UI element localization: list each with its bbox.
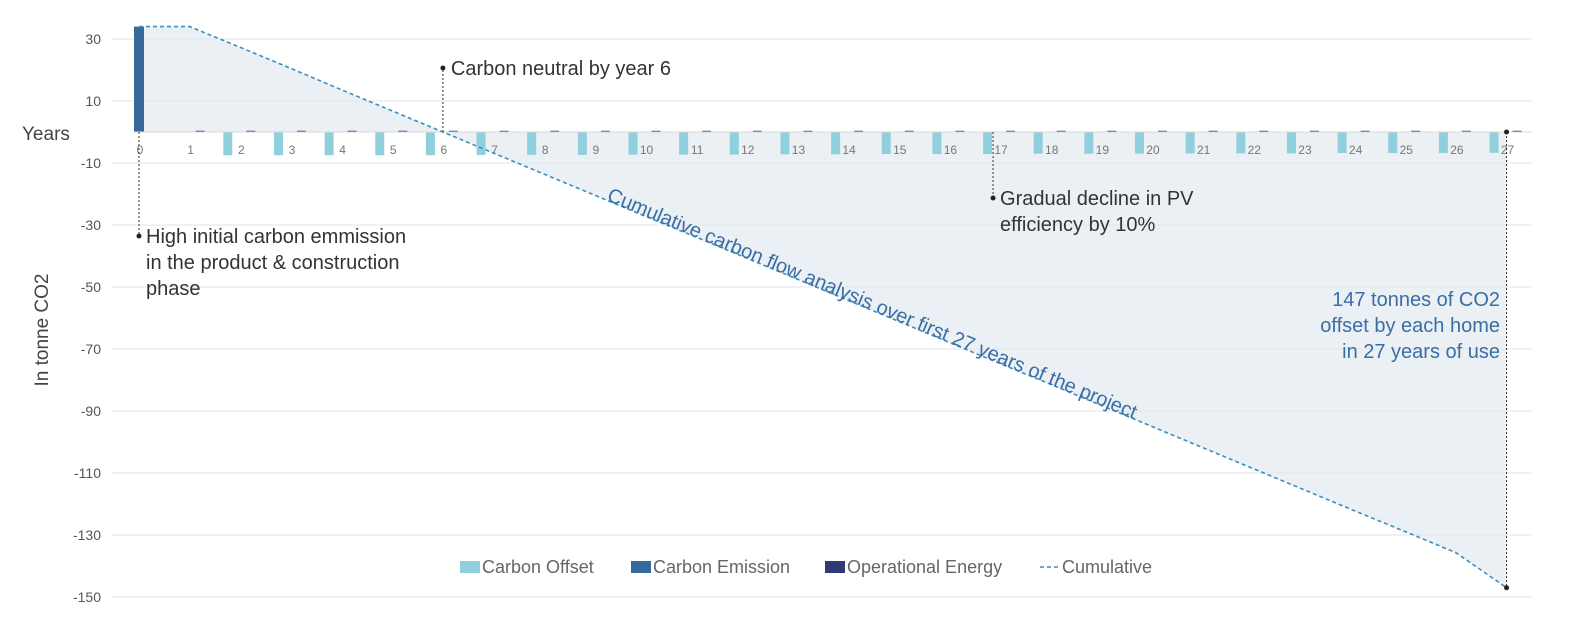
- carbon-offset-bar: [679, 132, 689, 155]
- x-tick-label: 10: [640, 143, 654, 157]
- legend-swatch: [631, 561, 651, 573]
- leader-dot: [1504, 585, 1510, 591]
- x-tick-label: 26: [1450, 143, 1464, 157]
- annotation-pv-decline: efficiency by 10%: [1000, 214, 1155, 236]
- cumulative-line: [139, 25, 1508, 589]
- carbon-offset-bar: [527, 132, 537, 155]
- x-tick-label: 1: [187, 143, 194, 157]
- carbon-offset-bar: [1438, 132, 1448, 154]
- y-tick-label: -10: [81, 155, 101, 171]
- x-tick-label: 2: [238, 143, 245, 157]
- y-tick-label: -110: [74, 465, 101, 481]
- x-tick-label: 11: [691, 143, 704, 157]
- x-tick-label: 22: [1248, 143, 1262, 157]
- y-tick-label: -50: [81, 279, 101, 295]
- carbon-offset-bar: [1337, 132, 1347, 154]
- x-tick-label: 5: [390, 143, 397, 157]
- legend-label: Operational Energy: [847, 557, 1002, 577]
- carbon-offset-bar: [780, 132, 790, 155]
- carbon-emission-bar: [134, 26, 144, 133]
- annotation-total-offset: 147 tonnes of CO2: [1332, 289, 1500, 311]
- x-tick-label: 18: [1045, 143, 1059, 157]
- x-tick-label: 3: [289, 143, 296, 157]
- carbon-offset-bar: [1084, 132, 1094, 154]
- carbon-offset-bar: [1135, 132, 1144, 154]
- annotation-initial-emission: phase: [146, 278, 201, 300]
- x-tick-label: 12: [741, 143, 755, 157]
- y-tick-label: -70: [81, 341, 101, 357]
- x-tick-label: 21: [1197, 143, 1211, 157]
- leader-dot: [136, 233, 142, 239]
- y-tick-label: -30: [81, 217, 101, 233]
- x-tick-label: 24: [1349, 143, 1363, 157]
- x-tick-label: 19: [1096, 143, 1110, 157]
- leader-dot: [440, 65, 446, 71]
- x-tick-label: 13: [792, 143, 806, 157]
- carbon-offset-bar: [324, 132, 334, 156]
- carbon-offset-bar: [273, 132, 283, 156]
- x-tick-label: 9: [593, 143, 600, 157]
- x-tick-label: 16: [944, 143, 958, 157]
- carbon-offset-bar: [1236, 132, 1246, 154]
- annotation-carbon-neutral: Carbon neutral by year 6: [451, 58, 671, 80]
- legend: Carbon Offset Carbon Emission Operational …: [460, 557, 1152, 577]
- annotation-total-offset: offset by each home: [1320, 315, 1500, 337]
- y-tick-label: 10: [85, 93, 101, 109]
- legend-label: Cumulative: [1062, 557, 1152, 577]
- x-tick-label: 17: [994, 143, 1008, 157]
- x-tick-label: 8: [542, 143, 549, 157]
- y-tick-label: -130: [73, 527, 101, 543]
- x-tick-label: 0: [137, 143, 144, 157]
- cumulative-area: [139, 26, 1507, 588]
- x-tick-label: 4: [339, 143, 346, 157]
- x-tick-label: 25: [1400, 143, 1414, 157]
- legend-label: Carbon Emission: [653, 557, 790, 577]
- y-tick-label: 30: [85, 31, 101, 47]
- y-tick-label: -90: [81, 403, 101, 419]
- x-tick-label: 6: [441, 143, 448, 157]
- carbon-offset-bar: [223, 132, 233, 156]
- x-tick-label: 27: [1501, 143, 1515, 157]
- carbon-offset-bar: [425, 132, 435, 156]
- x-tick-label: 7: [491, 143, 498, 157]
- annotation-initial-emission: in the product & construction: [146, 252, 399, 274]
- carbon-offset-bar: [1185, 132, 1195, 154]
- carbon-offset-bar: [1033, 132, 1043, 154]
- carbon-offset-bar: [628, 132, 638, 155]
- x-tick-label: 23: [1298, 143, 1312, 157]
- cumulative-area-fill: [139, 26, 1507, 588]
- annotation-initial-emission: High initial carbon emmission: [146, 226, 406, 248]
- x-axis-title: Years: [22, 124, 70, 145]
- x-tick-label: 15: [893, 143, 907, 157]
- annotation-pv-decline: Gradual decline in PV: [1000, 188, 1194, 210]
- legend-swatch: [825, 561, 845, 573]
- carbon-offset-bar: [375, 132, 385, 156]
- carbon-offset-bar: [932, 132, 942, 155]
- legend-label: Carbon Offset: [482, 557, 594, 577]
- leader-dot: [990, 195, 996, 201]
- carbon-offset-bar: [831, 132, 841, 155]
- carbon-offset-bar: [1286, 132, 1296, 154]
- cumulative-line-group: [139, 25, 1508, 589]
- y-axis-title: In tonne CO2: [32, 273, 53, 386]
- leader-dot: [1504, 129, 1510, 135]
- carbon-offset-bar: [983, 132, 993, 155]
- carbon-offset-bar: [1388, 132, 1398, 154]
- carbon-offset-bar: [476, 132, 486, 155]
- x-tick-label: 14: [842, 143, 856, 157]
- carbon-offset-bar: [1489, 132, 1499, 153]
- annotation-total-offset: in 27 years of use: [1342, 341, 1500, 363]
- y-tick-label: -150: [73, 589, 101, 605]
- carbon-offset-bar: [881, 132, 891, 155]
- x-tick-label: 20: [1146, 143, 1160, 157]
- carbon-offset-bar: [729, 132, 739, 155]
- legend-swatch: [460, 561, 480, 573]
- carbon-offset-bar: [577, 132, 587, 155]
